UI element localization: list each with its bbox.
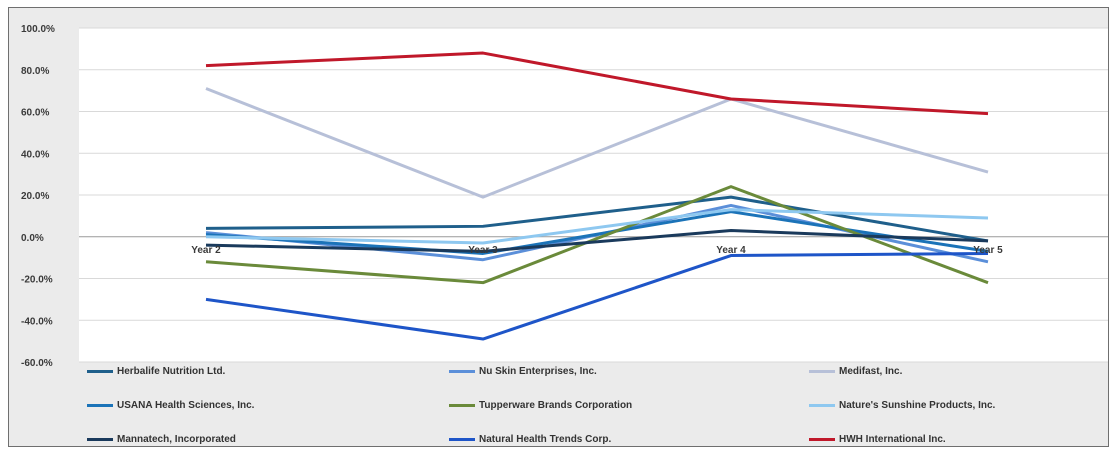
legend-swatch — [449, 403, 475, 407]
legend-item: HWH International Inc. — [809, 432, 946, 446]
x-axis-categories: Year 2 Year 3 Year 4 Year 5 — [191, 245, 1003, 256]
legend-label: HWH International Inc. — [839, 433, 946, 445]
legend-swatch — [809, 437, 835, 441]
legend-swatch — [87, 369, 113, 373]
y-tick-label: 80.0% — [21, 66, 49, 77]
series-lines — [205, 51, 989, 341]
legend-label: Tupperware Brands Corporation — [479, 399, 633, 411]
series-line — [205, 210, 989, 255]
x-category-label: Year 2 — [191, 245, 221, 256]
legend-swatch — [449, 437, 475, 441]
legend-swatch — [87, 403, 113, 407]
legend-swatch — [449, 369, 475, 373]
y-tick-label: 60.0% — [21, 108, 49, 119]
legend-label: Nu Skin Enterprises, Inc. — [479, 365, 597, 377]
y-axis-ticks: 100.0% 80.0% 60.0% 40.0% 20.0% 0.0% -20.0% -40.… — [21, 24, 55, 369]
series-line — [205, 51, 989, 116]
y-tick-label: 40.0% — [21, 149, 49, 160]
y-tick-label: 100.0% — [21, 24, 55, 35]
legend-label: Natural Health Trends Corp. — [479, 433, 612, 445]
legend-item: Mannatech, Incorporated — [87, 432, 236, 446]
legend-item: Herbalife Nutrition Ltd. — [87, 364, 225, 378]
legend-label: Nature's Sunshine Products, Inc. — [839, 399, 996, 411]
series-line — [205, 251, 989, 341]
series-line — [205, 208, 989, 245]
legend-swatch — [809, 403, 835, 407]
legend-label: USANA Health Sciences, Inc. — [117, 399, 255, 411]
y-tick-label: -20.0% — [21, 275, 53, 286]
legend-item: USANA Health Sciences, Inc. — [87, 398, 254, 412]
legend: Herbalife Nutrition Ltd. Nu Skin Enterpri… — [79, 362, 1109, 448]
chart-frame: 100.0% 80.0% 60.0% 40.0% 20.0% 0.0% -20.0% -40.… — [8, 7, 1109, 447]
x-category-label: Year 5 — [973, 245, 1003, 256]
legend-label: Mannatech, Incorporated — [117, 433, 236, 445]
series-line — [205, 195, 989, 243]
x-category-label: Year 3 — [468, 245, 498, 256]
legend-label: Herbalife Nutrition Ltd. — [117, 365, 226, 377]
legend-item: Tupperware Brands Corporation — [449, 398, 632, 412]
series-line — [205, 228, 989, 253]
legend-label: Medifast, Inc. — [839, 365, 903, 377]
y-tick-label: -40.0% — [21, 316, 53, 327]
line-chart: 100.0% 80.0% 60.0% 40.0% 20.0% 0.0% -20.0% -40.… — [21, 24, 1108, 369]
legend-item: Nature's Sunshine Products, Inc. — [809, 398, 995, 412]
y-tick-label: 0.0% — [21, 233, 44, 244]
legend-item: Natural Health Trends Corp. — [449, 432, 611, 446]
series-line — [205, 87, 989, 199]
legend-swatch — [87, 437, 113, 441]
x-category-label: Year 4 — [716, 245, 746, 256]
legend-item: Nu Skin Enterprises, Inc. — [449, 364, 597, 378]
y-tick-label: -60.0% — [21, 358, 53, 369]
y-tick-label: 20.0% — [21, 191, 49, 202]
legend-swatch — [809, 369, 835, 373]
legend-item: Medifast, Inc. — [809, 364, 902, 378]
